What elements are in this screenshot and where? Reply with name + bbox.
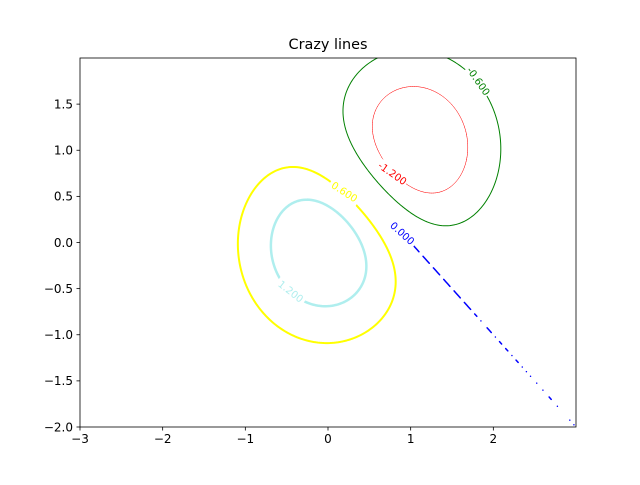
- contour-line: [236, 165, 397, 345]
- contour-label: 1.200: [275, 279, 304, 305]
- contour-label-group: 1.200: [273, 276, 308, 307]
- y-tick-label: 1.0: [54, 144, 73, 158]
- x-tick-label: −2: [154, 432, 172, 446]
- contour-label-mask: [273, 276, 308, 307]
- contour-label-group: 0.600: [326, 177, 363, 207]
- y-tick-label: 0.5: [54, 190, 73, 204]
- y-tick-label: −1.5: [44, 374, 73, 388]
- x-tick-label: 2: [490, 432, 498, 446]
- contour-label-mask: [385, 217, 420, 250]
- contour-line: [411, 244, 575, 426]
- contour-label-group: -1.200: [375, 158, 410, 188]
- y-tick-label: −1.0: [44, 328, 73, 342]
- y-tick-label: −2.0: [44, 420, 73, 434]
- contour-label-mask: [375, 158, 410, 188]
- x-tick-label: −3: [71, 432, 89, 446]
- y-axis: −2.0 −1.5 −1.0 −0.5 0.0 0.5 1.0 1.5: [44, 97, 80, 434]
- contour-labels: -1.200 -0.600 0.000 0.600 1.200: [273, 63, 494, 307]
- y-tick-label: 0.0: [54, 236, 73, 250]
- plot-frame: [79, 57, 577, 428]
- x-tick-label: 1: [407, 432, 415, 446]
- x-axis: −3 −2 −1 0 1 2: [71, 427, 497, 446]
- contour-label: 0.600: [329, 180, 359, 205]
- x-tick-label: −1: [236, 432, 254, 446]
- chart-title: Crazy lines: [289, 37, 368, 53]
- contour-label-mask: [463, 63, 494, 99]
- contour-label-group: 0.000: [385, 217, 420, 250]
- contour-label-mask: [326, 177, 363, 207]
- x-tick-label: 0: [324, 432, 332, 446]
- y-tick-label: −0.5: [44, 282, 73, 296]
- y-tick-label: 1.5: [54, 97, 73, 111]
- contour-label-group: -0.600: [463, 63, 494, 99]
